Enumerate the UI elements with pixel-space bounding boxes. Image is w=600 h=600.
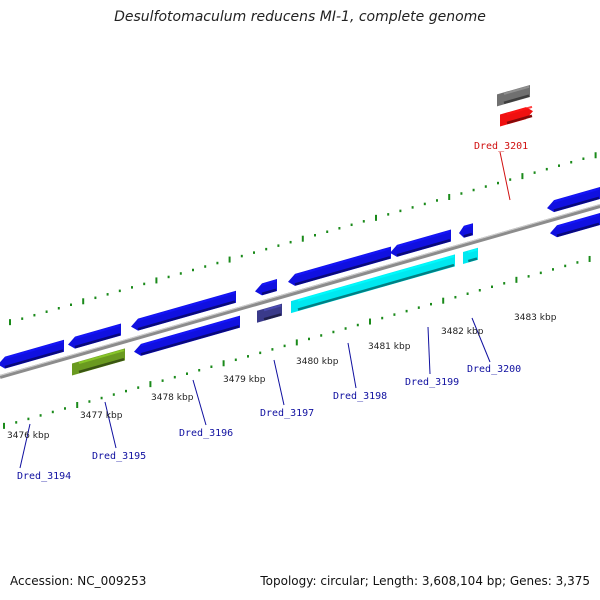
leader-line	[499, 151, 511, 201]
leader-line	[104, 401, 117, 449]
tick-marks	[3, 152, 597, 429]
gene-dred-3200[interactable]	[463, 247, 478, 265]
gene-label-dred-3195[interactable]: Dred_3195	[92, 451, 146, 462]
gene-dred-3198[interactable]	[291, 254, 455, 314]
gene-dred-3195[interactable]	[72, 348, 125, 376]
gene-arrow[interactable]	[390, 229, 451, 257]
leader-line	[273, 359, 285, 406]
genome-backbone	[0, 204, 600, 379]
gene-dred-3201[interactable]	[497, 84, 530, 107]
gene-arrow[interactable]	[255, 279, 277, 296]
gene-label-dred-3197[interactable]: Dred_3197	[260, 408, 314, 419]
leader-line	[471, 317, 491, 363]
gene-label-dred-3198[interactable]: Dred_3198	[333, 391, 387, 402]
leader-line	[427, 326, 431, 375]
scale-label: 3476 kbp	[7, 431, 50, 441]
gene-dred-3196[interactable]	[134, 315, 240, 356]
scale-label: 3478 kbp	[151, 393, 194, 403]
scale-labels: 3476 kbp 3477 kbp 3478 kbp 3479 kbp 3480 kbp…	[7, 313, 557, 441]
gene-arrow[interactable]	[0, 339, 64, 369]
page-title: Desulfotomaculum reducens MI-1, complete…	[114, 9, 486, 25]
gene-label-dred-3199[interactable]: Dred_3199	[405, 377, 459, 388]
gene-arrow[interactable]	[459, 223, 473, 238]
gene-label-dred-3200[interactable]: Dred_3200	[467, 364, 521, 375]
gene-label-dred-3196[interactable]: Dred_3196	[179, 428, 233, 439]
gene-arrow[interactable]	[68, 323, 121, 349]
leader-line	[19, 423, 31, 469]
label-leader-lines	[19, 151, 511, 469]
backbone-highlight	[0, 204, 600, 376]
gene-label-dred-3201[interactable]: Dred_3201	[474, 141, 528, 152]
gene-arrow[interactable]	[550, 213, 600, 238]
accession-text: Accession: NC_009253	[10, 574, 147, 588]
gene-arrow-red[interactable]	[500, 105, 533, 127]
gene-arrow[interactable]	[547, 187, 600, 213]
gene-features	[0, 84, 600, 376]
scale-label: 3483 kbp	[514, 313, 557, 323]
gene-label-dred-3194[interactable]: Dred_3194	[17, 471, 71, 482]
gene-labels: Dred_3194 Dred_3195 Dred_3196 Dred_3197 Dred…	[17, 141, 528, 482]
backbone-line	[0, 204, 600, 379]
scale-label: 3479 kbp	[223, 375, 266, 385]
scale-label: 3480 kbp	[296, 357, 339, 367]
genome-summary-text: Topology: circular; Length: 3,608,104 bp…	[260, 574, 590, 588]
scale-label: 3481 kbp	[368, 342, 411, 352]
leader-line	[347, 342, 357, 389]
leader-line	[192, 379, 207, 426]
scale-label: 3477 kbp	[80, 411, 123, 421]
scale-label: 3482 kbp	[441, 327, 484, 337]
gene-arrow[interactable]	[288, 246, 391, 286]
gene-dred-3197[interactable]	[257, 303, 282, 323]
gene-arrow[interactable]	[131, 290, 236, 331]
